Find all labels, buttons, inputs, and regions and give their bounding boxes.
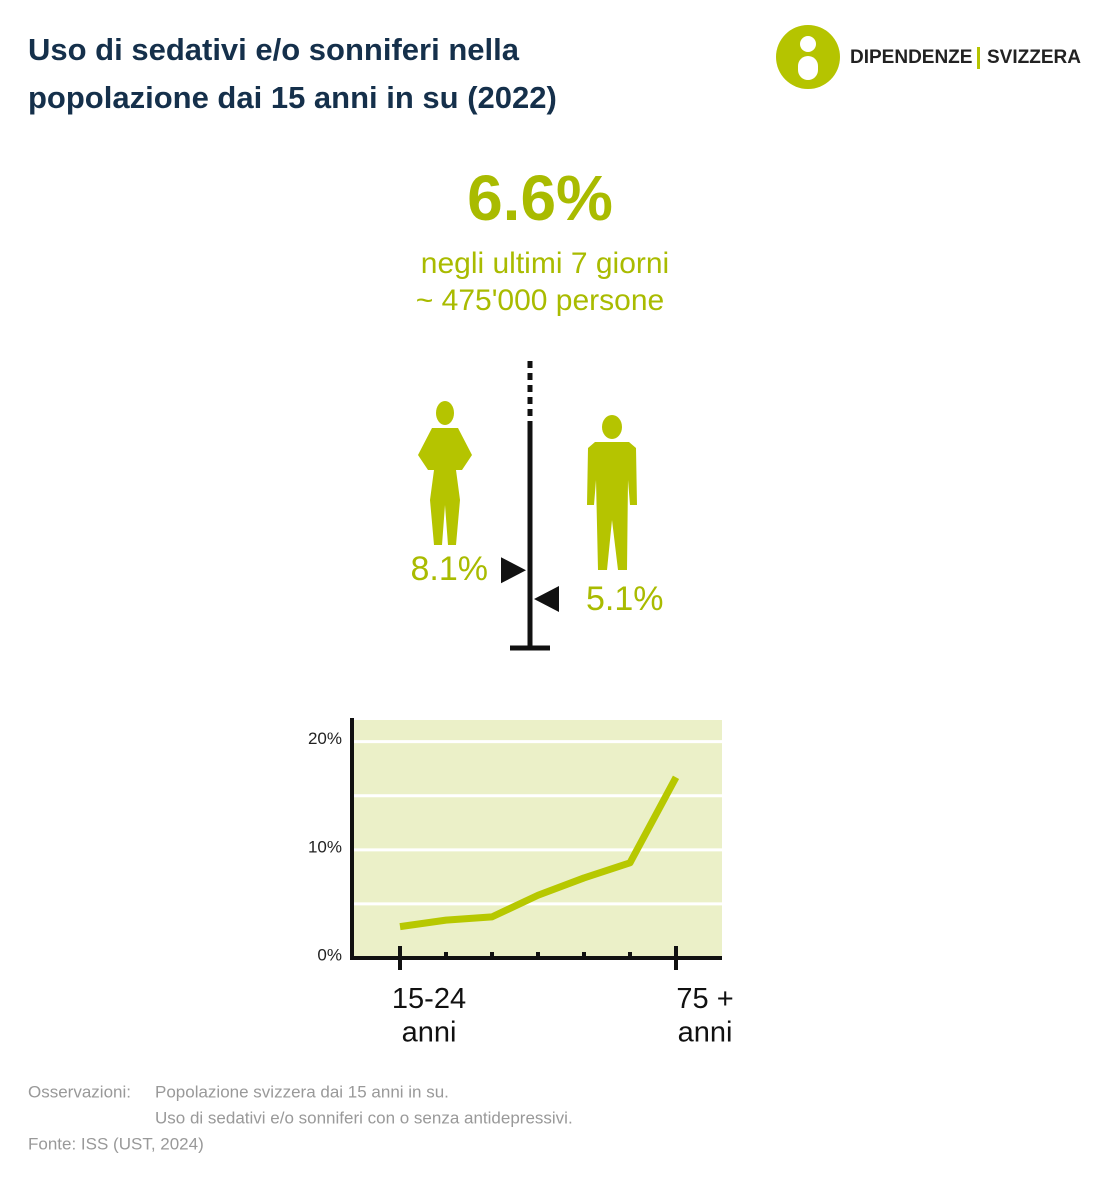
y-tick-label: 20%: [308, 729, 342, 748]
data-line: [399, 775, 680, 931]
title: Uso di sedativi e/o sonniferi nella: [28, 32, 520, 67]
title: popolazione dai 15 anni in su (2022): [28, 80, 557, 115]
logo-text: SVIZZERA: [987, 47, 1081, 68]
headline-text: ~ 475'000 persone: [416, 284, 664, 317]
y-tick-label: 0%: [317, 945, 342, 964]
value-marker: [501, 557, 526, 584]
plot-background: [352, 720, 722, 958]
man-icon: [587, 415, 637, 570]
gender-scale: 8.1% 5.1%: [411, 360, 664, 651]
logo: DIPENDENZE SVIZZERA: [776, 25, 1081, 89]
woman-icon: [418, 401, 472, 545]
logo-text: DIPENDENZE: [850, 47, 972, 68]
y-tick-label: 10%: [308, 837, 342, 856]
x-tick-label: 15-24 anni: [392, 983, 466, 1048]
headline-value: 6.6%: [467, 162, 613, 234]
notes-label: Osservazioni:: [28, 1082, 131, 1101]
headline-text: negli ultimi 7 giorni: [421, 247, 669, 280]
notes-text: Popolazione svizzera dai 15 anni in su.: [155, 1082, 449, 1101]
line-chart: 0% 10% 20% 15-24 anni 75 + anni: [308, 718, 734, 1048]
source: Fonte: ISS (UST, 2024): [28, 1134, 204, 1153]
value-marker: [534, 586, 559, 613]
value-label: 8.1%: [411, 550, 489, 588]
value-label: 5.1%: [586, 580, 664, 618]
x-tick-label: 75 + anni: [676, 983, 733, 1048]
notes-text: Uso di sedativi e/o sonniferi con o senz…: [155, 1108, 573, 1127]
